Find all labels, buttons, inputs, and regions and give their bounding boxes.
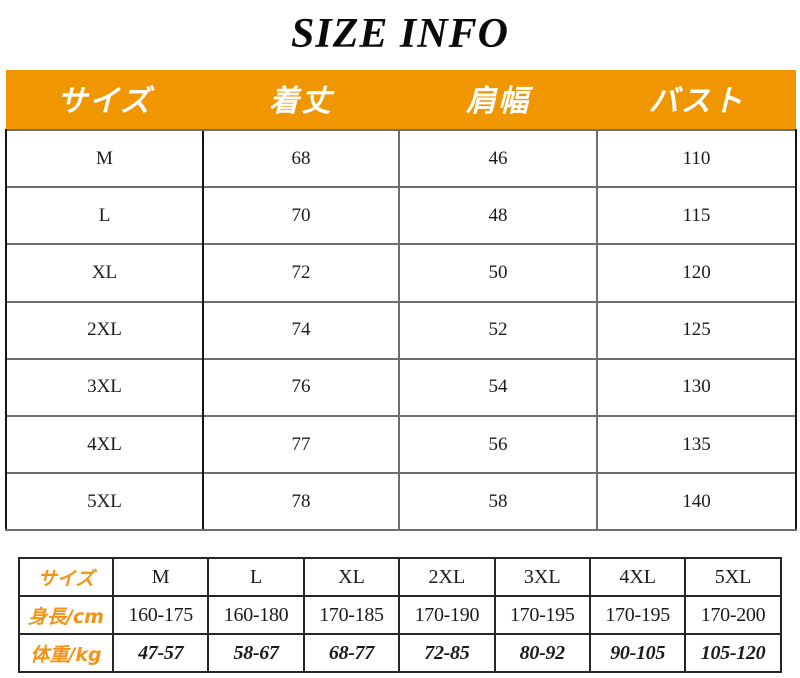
bottom-cell-height: 170-185 (302, 595, 401, 635)
main-header-bust: バスト (597, 70, 796, 130)
bottom-cell-size: 4XL (588, 557, 687, 597)
cell-size: 5XL (5, 472, 203, 532)
bottom-label-size: サイズ (18, 557, 114, 597)
table-row: 3XL 76 54 130 (5, 357, 797, 416)
cell-bust: 125 (596, 300, 797, 359)
bottom-cell-height: 170-200 (684, 595, 782, 635)
main-table-header-row: サイズ 着丈 肩幅 バスト (6, 70, 796, 130)
table-row: 2XL 74 52 125 (5, 300, 797, 359)
cell-length: 70 (202, 186, 399, 245)
bottom-cell-weight: 68-77 (302, 633, 401, 673)
table-row: L 70 48 115 (5, 186, 797, 245)
bottom-cell-size: 3XL (493, 557, 591, 597)
cell-bust: 115 (596, 186, 797, 245)
bottom-cell-height: 170-195 (493, 595, 591, 635)
bottom-cell-weight: 105-120 (684, 633, 782, 673)
cell-size: XL (5, 243, 203, 302)
bottom-cell-height: 160-175 (111, 595, 210, 635)
cell-length: 77 (202, 414, 399, 474)
cell-shoulder: 50 (398, 243, 597, 302)
bottom-row-height: 身長/cm 160-175 160-180 170-185 170-190 17… (18, 595, 782, 635)
bottom-cell-size: 2XL (398, 557, 496, 597)
cell-length: 68 (202, 128, 399, 188)
bottom-cell-height: 170-195 (588, 595, 687, 635)
bottom-label-height: 身長/cm (18, 595, 114, 635)
bottom-cell-weight: 58-67 (207, 633, 305, 673)
cell-bust: 130 (596, 357, 797, 416)
bottom-cell-weight: 72-85 (398, 633, 496, 673)
cell-shoulder: 52 (398, 300, 597, 359)
cell-size: M (5, 128, 203, 188)
cell-size: 2XL (5, 300, 203, 359)
cell-shoulder: 56 (398, 414, 597, 474)
table-row: 4XL 77 56 135 (5, 414, 797, 474)
bottom-cell-size: 5XL (684, 557, 782, 597)
bottom-cell-size: L (207, 557, 305, 597)
main-header-length: 着丈 (203, 70, 399, 130)
bottom-cell-size: M (111, 557, 210, 597)
cell-length: 76 (202, 357, 399, 416)
cell-bust: 135 (596, 414, 797, 474)
bottom-cell-weight: 80-92 (493, 633, 591, 673)
cell-length: 78 (202, 472, 399, 532)
table-row: M 68 46 110 (5, 128, 797, 188)
cell-shoulder: 48 (398, 186, 597, 245)
cell-shoulder: 46 (398, 128, 597, 188)
page-title: SIZE INFO (291, 11, 509, 57)
bottom-cell-weight: 90-105 (588, 633, 687, 673)
bottom-cell-height: 160-180 (207, 595, 305, 635)
main-header-shoulder: 肩幅 (399, 70, 597, 130)
cell-shoulder: 54 (398, 357, 597, 416)
cell-bust: 110 (596, 128, 797, 188)
table-row: 5XL 78 58 140 (5, 472, 797, 532)
bottom-row-weight: 体重/kg 47-57 58-67 68-77 72-85 80-92 90-1… (18, 633, 782, 673)
cell-size: L (5, 186, 203, 245)
cell-size: 4XL (5, 414, 203, 474)
bottom-cell-size: XL (302, 557, 401, 597)
cell-shoulder: 58 (398, 472, 597, 532)
body-measurement-table: サイズ M L XL 2XL 3XL 4XL 5XL 身長/cm 160-175… (18, 557, 782, 673)
main-size-table: サイズ 着丈 肩幅 バスト M 68 46 110 L 70 48 115 XL… (5, 70, 797, 532)
cell-bust: 120 (596, 243, 797, 302)
cell-length: 74 (202, 300, 399, 359)
table-row: XL 72 50 120 (5, 243, 797, 302)
cell-size: 3XL (5, 357, 203, 416)
cell-bust: 140 (596, 472, 797, 532)
bottom-cell-height: 170-190 (398, 595, 496, 635)
bottom-row-size: サイズ M L XL 2XL 3XL 4XL 5XL (18, 557, 782, 597)
cell-length: 72 (202, 243, 399, 302)
bottom-cell-weight: 47-57 (111, 633, 210, 673)
bottom-label-weight: 体重/kg (18, 633, 114, 673)
main-header-size: サイズ (6, 70, 203, 130)
